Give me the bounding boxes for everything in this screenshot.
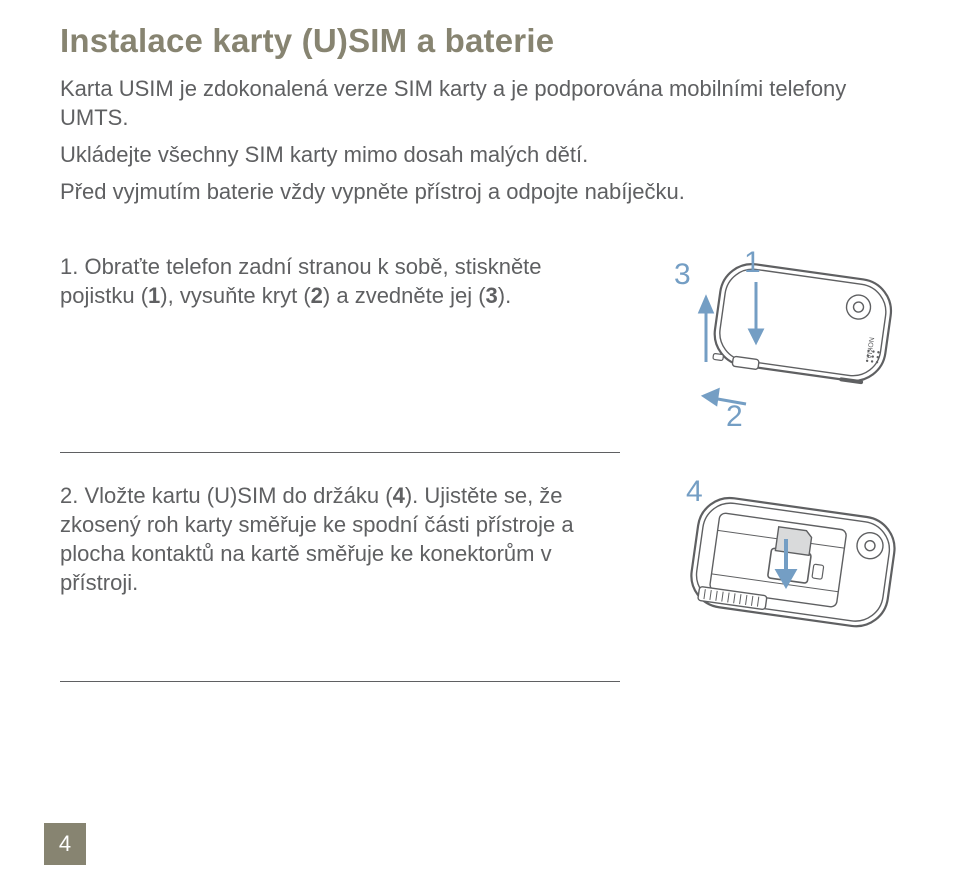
step-2-text: 2. Vložte kartu (U)SIM do držáku (4). Uj… — [60, 481, 592, 597]
step-2-divider — [60, 681, 620, 682]
step1-mid2: ) a zvedněte jej ( — [323, 283, 486, 308]
step-1-divider — [60, 452, 620, 453]
step-1-row: 1. Obraťte telefon zadní stranou k sobě,… — [60, 252, 916, 442]
intro-paragraph-3: Před vyjmutím baterie vždy vypněte příst… — [60, 177, 916, 206]
step-2-illustration: 4 — [616, 481, 916, 671]
step-1-illustration: NOKIA — [616, 252, 916, 442]
step1-b2: 2 — [311, 283, 323, 308]
page-number-box: 4 — [44, 823, 86, 865]
step-2-row: 2. Vložte kartu (U)SIM do držáku (4). Uj… — [60, 481, 916, 671]
callout-2: 2 — [726, 400, 743, 434]
page-title: Instalace karty (U)SIM a baterie — [60, 22, 916, 60]
step2-prefix: 2. Vložte kartu (U)SIM do držáku ( — [60, 483, 393, 508]
intro-paragraph-2: Ukládejte všechny SIM karty mimo dosah m… — [60, 140, 916, 169]
callout-3: 3 — [674, 258, 691, 292]
step-1-text: 1. Obraťte telefon zadní stranou k sobě,… — [60, 252, 592, 310]
step2-b4: 4 — [393, 483, 405, 508]
phone-sim-slot-icon — [616, 481, 916, 671]
step1-b3: 3 — [486, 283, 498, 308]
phone-back-cover-icon: NOKIA — [616, 252, 916, 442]
callout-1: 1 — [744, 246, 761, 280]
callout-4: 4 — [686, 475, 703, 509]
step1-suffix: ). — [498, 283, 511, 308]
intro-paragraph-1: Karta USIM je zdokonalená verze SIM kart… — [60, 74, 916, 132]
step1-b1: 1 — [148, 283, 160, 308]
page-number: 4 — [59, 831, 71, 857]
step1-mid1: ), vysuňte kryt ( — [160, 283, 310, 308]
